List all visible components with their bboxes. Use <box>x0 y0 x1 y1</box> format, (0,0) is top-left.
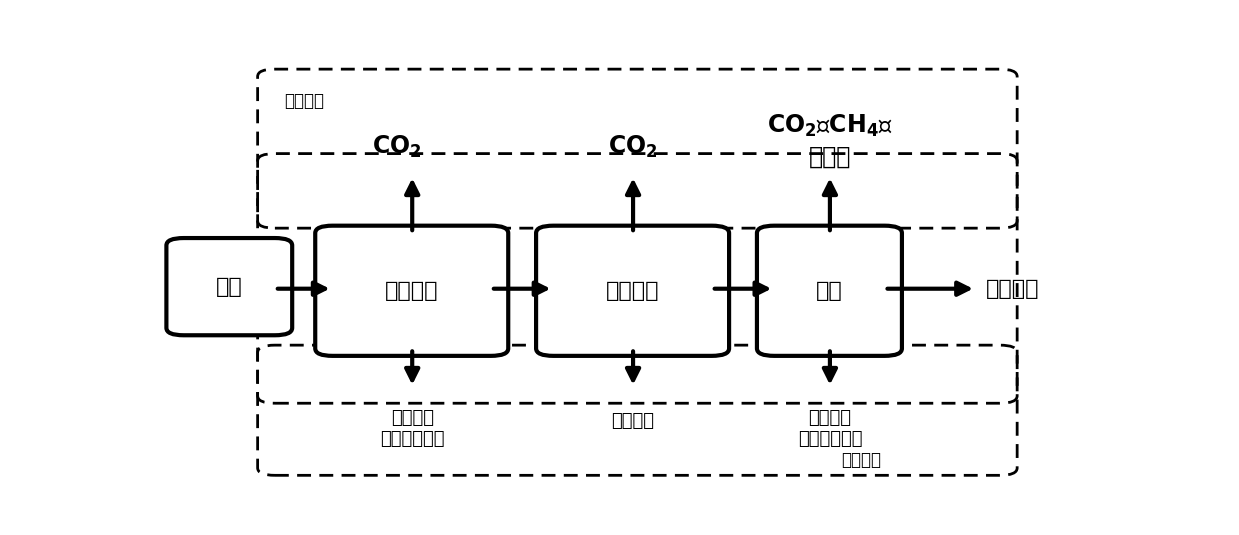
Text: 填埋: 填埋 <box>817 281 843 301</box>
FancyBboxPatch shape <box>757 226 902 356</box>
Text: 能量输入
（电、燃料）: 能量输入 （电、燃料） <box>798 409 862 448</box>
Text: 进泥: 进泥 <box>216 277 243 296</box>
Text: 残余物质: 残余物质 <box>985 279 1040 299</box>
Text: 污泥脱水: 污泥脱水 <box>606 281 659 301</box>
FancyBboxPatch shape <box>166 238 292 335</box>
Text: 药剂投加: 药剂投加 <box>612 411 654 430</box>
Text: 间接排放: 间接排放 <box>841 450 881 469</box>
Text: 直接排放: 直接排放 <box>285 92 325 110</box>
Text: 能量输入
（电、燃料）: 能量输入 （电、燃料） <box>380 409 445 448</box>
FancyBboxPatch shape <box>315 226 508 356</box>
FancyBboxPatch shape <box>536 226 729 356</box>
Text: 污泥浓缩: 污泥浓缩 <box>385 281 439 301</box>
Text: $\mathbf{CO_2}$$\mathbf{、CH_4}$$\mathbf{、}$: $\mathbf{CO_2}$$\mathbf{、CH_4}$$\mathbf{… <box>767 113 893 139</box>
Text: $\mathbf{CO_2}$: $\mathbf{CO_2}$ <box>608 134 658 159</box>
Text: 渗滤液: 渗滤液 <box>809 145 851 169</box>
Text: $\mathbf{CO_2}$: $\mathbf{CO_2}$ <box>372 134 421 159</box>
